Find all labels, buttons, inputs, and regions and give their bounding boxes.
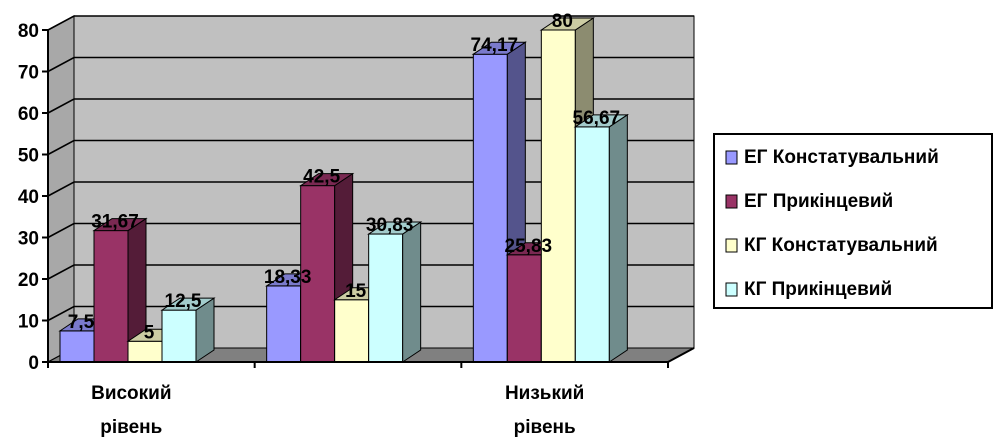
- category-label: Низький: [505, 383, 584, 404]
- category-labels: Високий рівень Низький рівень: [91, 383, 584, 438]
- data-label: 18,33: [264, 267, 312, 288]
- y-tick-label: 60: [18, 104, 39, 125]
- bar: [93, 230, 129, 363]
- bar-top: [160, 297, 216, 311]
- legend-box: [713, 133, 993, 309]
- data-label: 56,67: [573, 108, 621, 129]
- bar: [161, 309, 197, 363]
- bar: [334, 299, 370, 363]
- bar: [472, 53, 508, 363]
- legend-label: КГ Констатувальний: [744, 235, 938, 256]
- data-label: 30,83: [366, 215, 414, 236]
- bar-side: [402, 221, 422, 363]
- legend-label: ЕГ Прикінцевий: [744, 191, 893, 212]
- data-label: 7,5: [68, 312, 95, 333]
- category-label: рівень: [514, 417, 576, 438]
- bar: [59, 330, 95, 363]
- y-tick-label: 10: [18, 312, 39, 333]
- legend-swatch: [725, 194, 738, 209]
- bar: [506, 254, 542, 363]
- bar: [127, 340, 163, 363]
- data-label: 15: [345, 281, 367, 302]
- bar: [266, 285, 302, 363]
- bar: [368, 233, 404, 363]
- y-tick-label: 70: [18, 63, 39, 84]
- data-label: 25,83: [505, 236, 553, 257]
- bar: [300, 185, 336, 363]
- bar-group: [58, 17, 629, 363]
- bar: [574, 126, 610, 363]
- data-label: 5: [144, 322, 155, 343]
- bar-top: [92, 218, 148, 232]
- legend-label: ЕГ Констатувальний: [744, 147, 939, 168]
- legend-swatch: [725, 238, 738, 253]
- data-label: 80: [552, 11, 573, 32]
- x-axis-end: [667, 347, 695, 363]
- y-tick-labels: 0 10 20 30 40 50 60 70 80: [18, 21, 39, 374]
- data-labels: 7,5 31,67 5 12,5 18,33 42,5 15 30,83 74,17 25,83 8…: [68, 11, 620, 343]
- bar-top: [471, 41, 527, 55]
- bar: [540, 29, 576, 363]
- category-label: Високий: [91, 383, 171, 404]
- legend-swatch: [725, 282, 738, 297]
- y-tick-label: 40: [18, 187, 39, 208]
- axes: [42, 29, 695, 368]
- legend-swatch: [725, 150, 738, 165]
- bar-top: [539, 17, 595, 31]
- bar-top: [367, 221, 423, 235]
- category-label: рівень: [100, 417, 162, 438]
- gridline: [47, 15, 694, 31]
- bar-top: [299, 173, 355, 187]
- bar-top: [573, 114, 629, 128]
- legend: ЕГ Констатувальний ЕГ Прикінцевий КГ Конст…: [713, 133, 993, 309]
- y-tick-label: 50: [18, 146, 39, 167]
- data-label: 74,17: [471, 35, 519, 56]
- y-tick-label: 30: [18, 229, 39, 250]
- y-tick-label: 0: [28, 353, 39, 374]
- data-label: 31,67: [91, 212, 139, 233]
- bar-side: [608, 113, 628, 363]
- y-tick-label: 80: [18, 21, 39, 42]
- legend-label: КГ Прикінцевий: [744, 279, 892, 300]
- data-label: 42,5: [303, 167, 340, 188]
- y-tick-label: 20: [18, 270, 39, 291]
- data-label: 12,5: [165, 291, 202, 312]
